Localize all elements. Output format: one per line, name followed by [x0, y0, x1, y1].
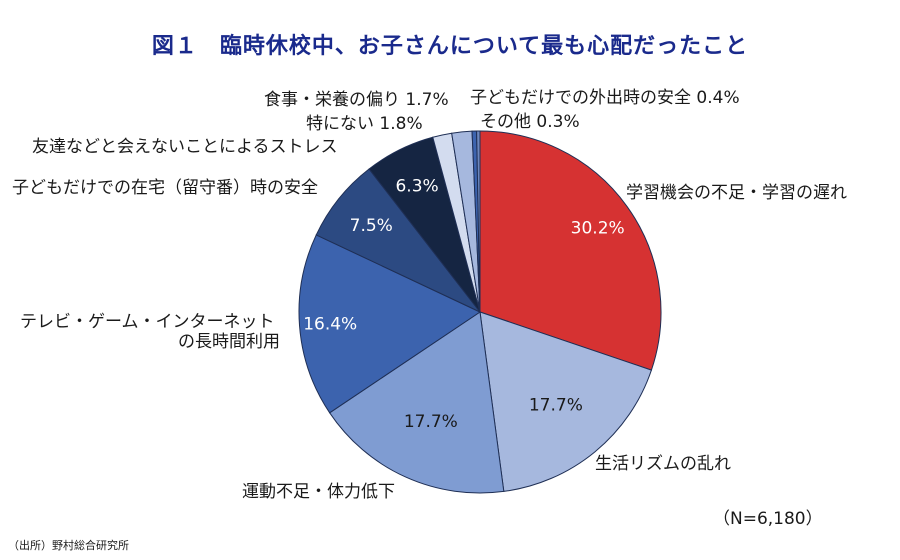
label-home-alone: 子どもだけでの在宅（留守番）時の安全	[12, 178, 318, 198]
chart-title: 図１ 臨時休校中、お子さんについて最も心配だったこと	[0, 28, 900, 60]
pie-slice	[328, 311, 505, 494]
label-stress: 友達などと会えないことによるストレス	[32, 137, 338, 157]
slice-percent-label: 6.3%	[395, 177, 438, 197]
label-nothing: 特にない 1.8%	[306, 113, 423, 135]
label-other-name: その他	[480, 112, 531, 132]
pie-slices	[298, 130, 662, 494]
pie-slice	[479, 130, 662, 371]
label-life-rhythm: 生活リズムの乱れ	[595, 454, 731, 474]
label-outing-name: 子どもだけでの外出時の安全	[470, 88, 691, 108]
pie-slice	[476, 130, 481, 313]
label-outing: 子どもだけでの外出時の安全 0.4%	[470, 87, 740, 109]
slice-percent-label: 7.5%	[350, 216, 393, 236]
slice-percent-label: 16.4%	[303, 314, 357, 334]
label-nothing-value: 1.8%	[379, 114, 423, 134]
label-screen-time-line1: テレビ・ゲーム・インターネット	[20, 312, 275, 332]
label-nutrition-name: 食事・栄養の偏り	[264, 90, 400, 110]
percent-labels: 30.2% 17.7% 17.7% 16.4% 7.5%6.3%	[303, 177, 624, 432]
label-nutrition-value: 1.7%	[405, 90, 449, 110]
label-other-value: 0.3%	[536, 112, 580, 132]
pie-slice	[479, 311, 653, 492]
label-nothing-name: 特にない	[306, 114, 374, 134]
sample-size-note: （N=6,180）	[713, 509, 823, 529]
pie-slice	[298, 234, 482, 414]
source-note: （出所）野村総合研究所	[8, 539, 129, 552]
label-exercise: 運動不足・体力低下	[242, 482, 395, 502]
slice-percent-label: 17.7%	[529, 395, 583, 415]
label-screen-time-line2: の長時間利用	[178, 332, 280, 352]
title-text: 臨時休校中、お子さんについて最も心配だったこと	[219, 34, 749, 59]
figure-label: 図１	[151, 34, 198, 59]
label-nutrition: 食事・栄養の偏り 1.7%	[264, 89, 449, 111]
slice-percent-label: 30.2%	[571, 219, 625, 239]
slice-percent-label: 17.7%	[404, 412, 458, 432]
label-other: その他 0.3%	[480, 111, 580, 133]
label-outing-value: 0.4%	[696, 88, 740, 108]
label-learning-delay: 学習機会の不足・学習の遅れ	[626, 183, 847, 203]
